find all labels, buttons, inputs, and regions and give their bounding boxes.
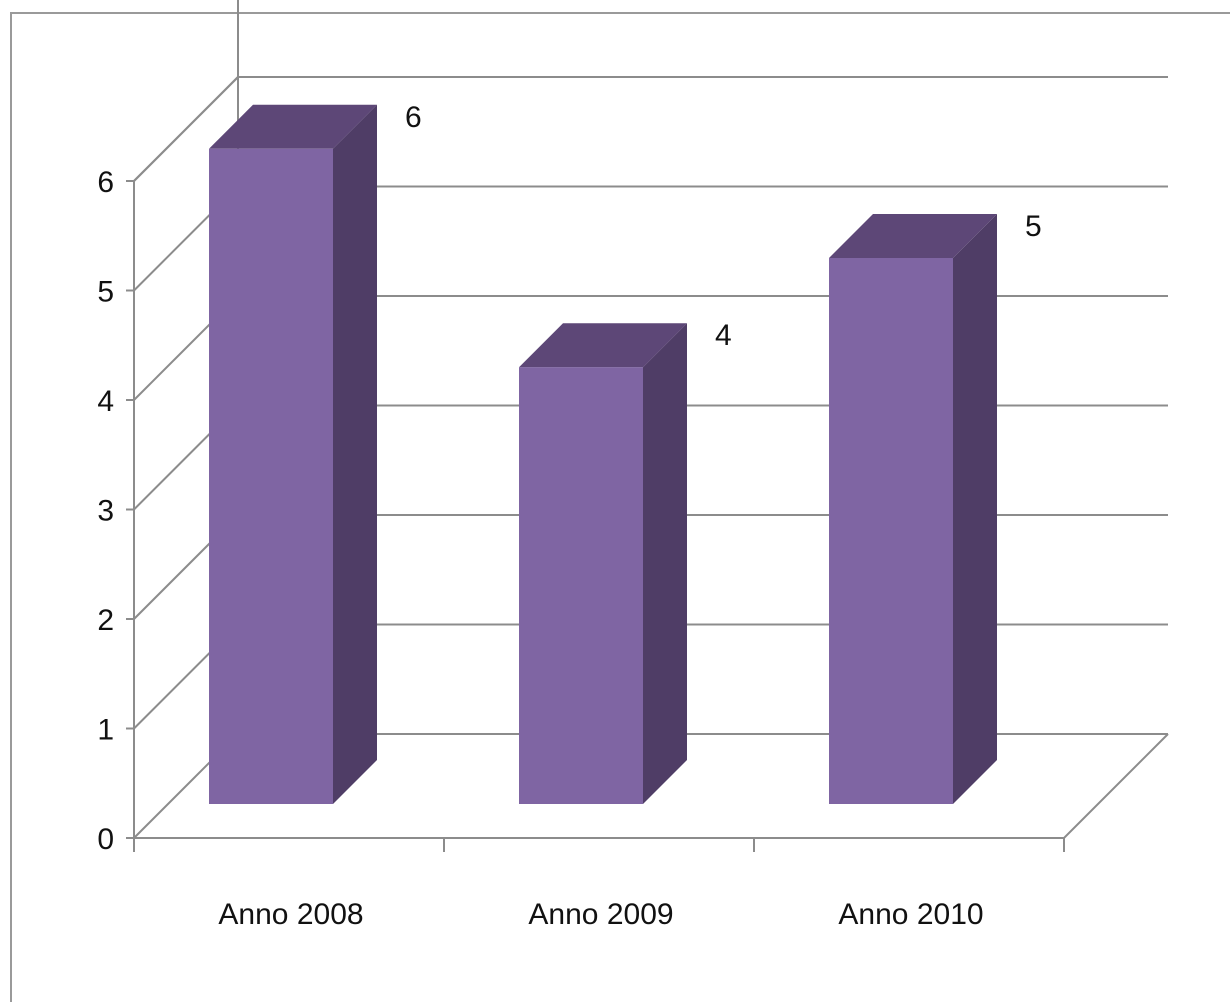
y-tick-label: 5 (97, 276, 114, 309)
x-axis-categories: Anno 2008 Anno 2009 Anno 2010 (218, 898, 983, 931)
bar-top-face (829, 214, 997, 258)
y-tick-label: 3 (97, 495, 114, 528)
bar-top-face (209, 104, 377, 149)
bar-front-face (519, 367, 643, 804)
y-tick-label: 4 (97, 385, 114, 418)
bar-top-face (519, 323, 687, 368)
y-axis-ticks: 0 1 2 3 4 5 6 (97, 166, 134, 856)
bar-front-face (209, 148, 333, 805)
y-tick-label: 1 (97, 714, 114, 747)
bar-anno-2008 (209, 104, 377, 805)
y-tick-label: 0 (97, 823, 114, 856)
data-label: 4 (715, 319, 732, 352)
x-category-label: Anno 2010 (838, 898, 983, 931)
y-tick-label: 6 (97, 166, 114, 199)
bar-anno-2009 (519, 323, 687, 804)
bar-side-face (643, 323, 687, 804)
gridline-diagonal (133, 76, 239, 182)
bar-side-face (953, 214, 997, 804)
data-labels: 6 4 5 (405, 101, 1042, 352)
data-label: 5 (1025, 210, 1042, 243)
bar-anno-2010 (829, 214, 997, 804)
bar-side-face (333, 104, 377, 805)
x-category-label: Anno 2009 (528, 898, 673, 931)
bar-front-face (829, 258, 953, 804)
y-tick-label: 2 (97, 604, 114, 637)
bars (209, 104, 997, 805)
x-category-label: Anno 2008 (218, 898, 363, 931)
data-label: 6 (405, 101, 422, 134)
